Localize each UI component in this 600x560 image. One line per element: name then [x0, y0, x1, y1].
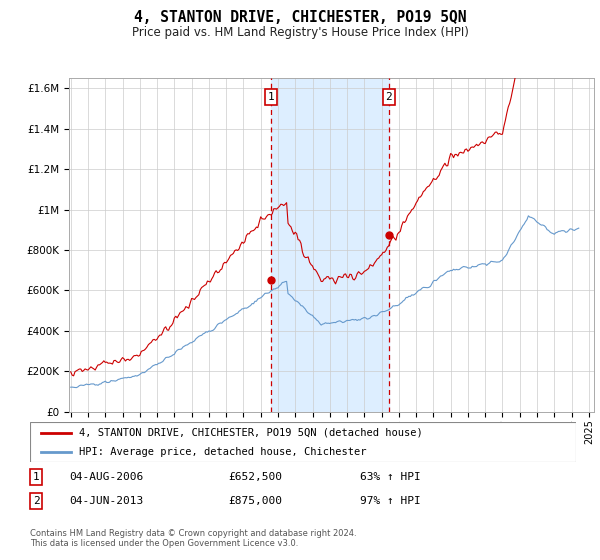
Text: Contains HM Land Registry data © Crown copyright and database right 2024.
This d: Contains HM Land Registry data © Crown c… — [30, 529, 356, 548]
Text: 04-AUG-2006: 04-AUG-2006 — [69, 472, 143, 482]
Text: £652,500: £652,500 — [228, 472, 282, 482]
Text: 4, STANTON DRIVE, CHICHESTER, PO19 5QN: 4, STANTON DRIVE, CHICHESTER, PO19 5QN — [134, 11, 466, 25]
Bar — [271, 78, 389, 412]
Text: 97% ↑ HPI: 97% ↑ HPI — [360, 496, 421, 506]
Text: Price paid vs. HM Land Registry's House Price Index (HPI): Price paid vs. HM Land Registry's House … — [131, 26, 469, 39]
Text: 4, STANTON DRIVE, CHICHESTER, PO19 5QN (detached house): 4, STANTON DRIVE, CHICHESTER, PO19 5QN (… — [79, 428, 423, 438]
Text: 1: 1 — [32, 472, 40, 482]
Text: £875,000: £875,000 — [228, 496, 282, 506]
Text: 2: 2 — [32, 496, 40, 506]
Text: 04-JUN-2013: 04-JUN-2013 — [69, 496, 143, 506]
Text: 2: 2 — [385, 92, 392, 102]
Text: HPI: Average price, detached house, Chichester: HPI: Average price, detached house, Chic… — [79, 447, 367, 457]
Text: 63% ↑ HPI: 63% ↑ HPI — [360, 472, 421, 482]
Text: 1: 1 — [268, 92, 274, 102]
